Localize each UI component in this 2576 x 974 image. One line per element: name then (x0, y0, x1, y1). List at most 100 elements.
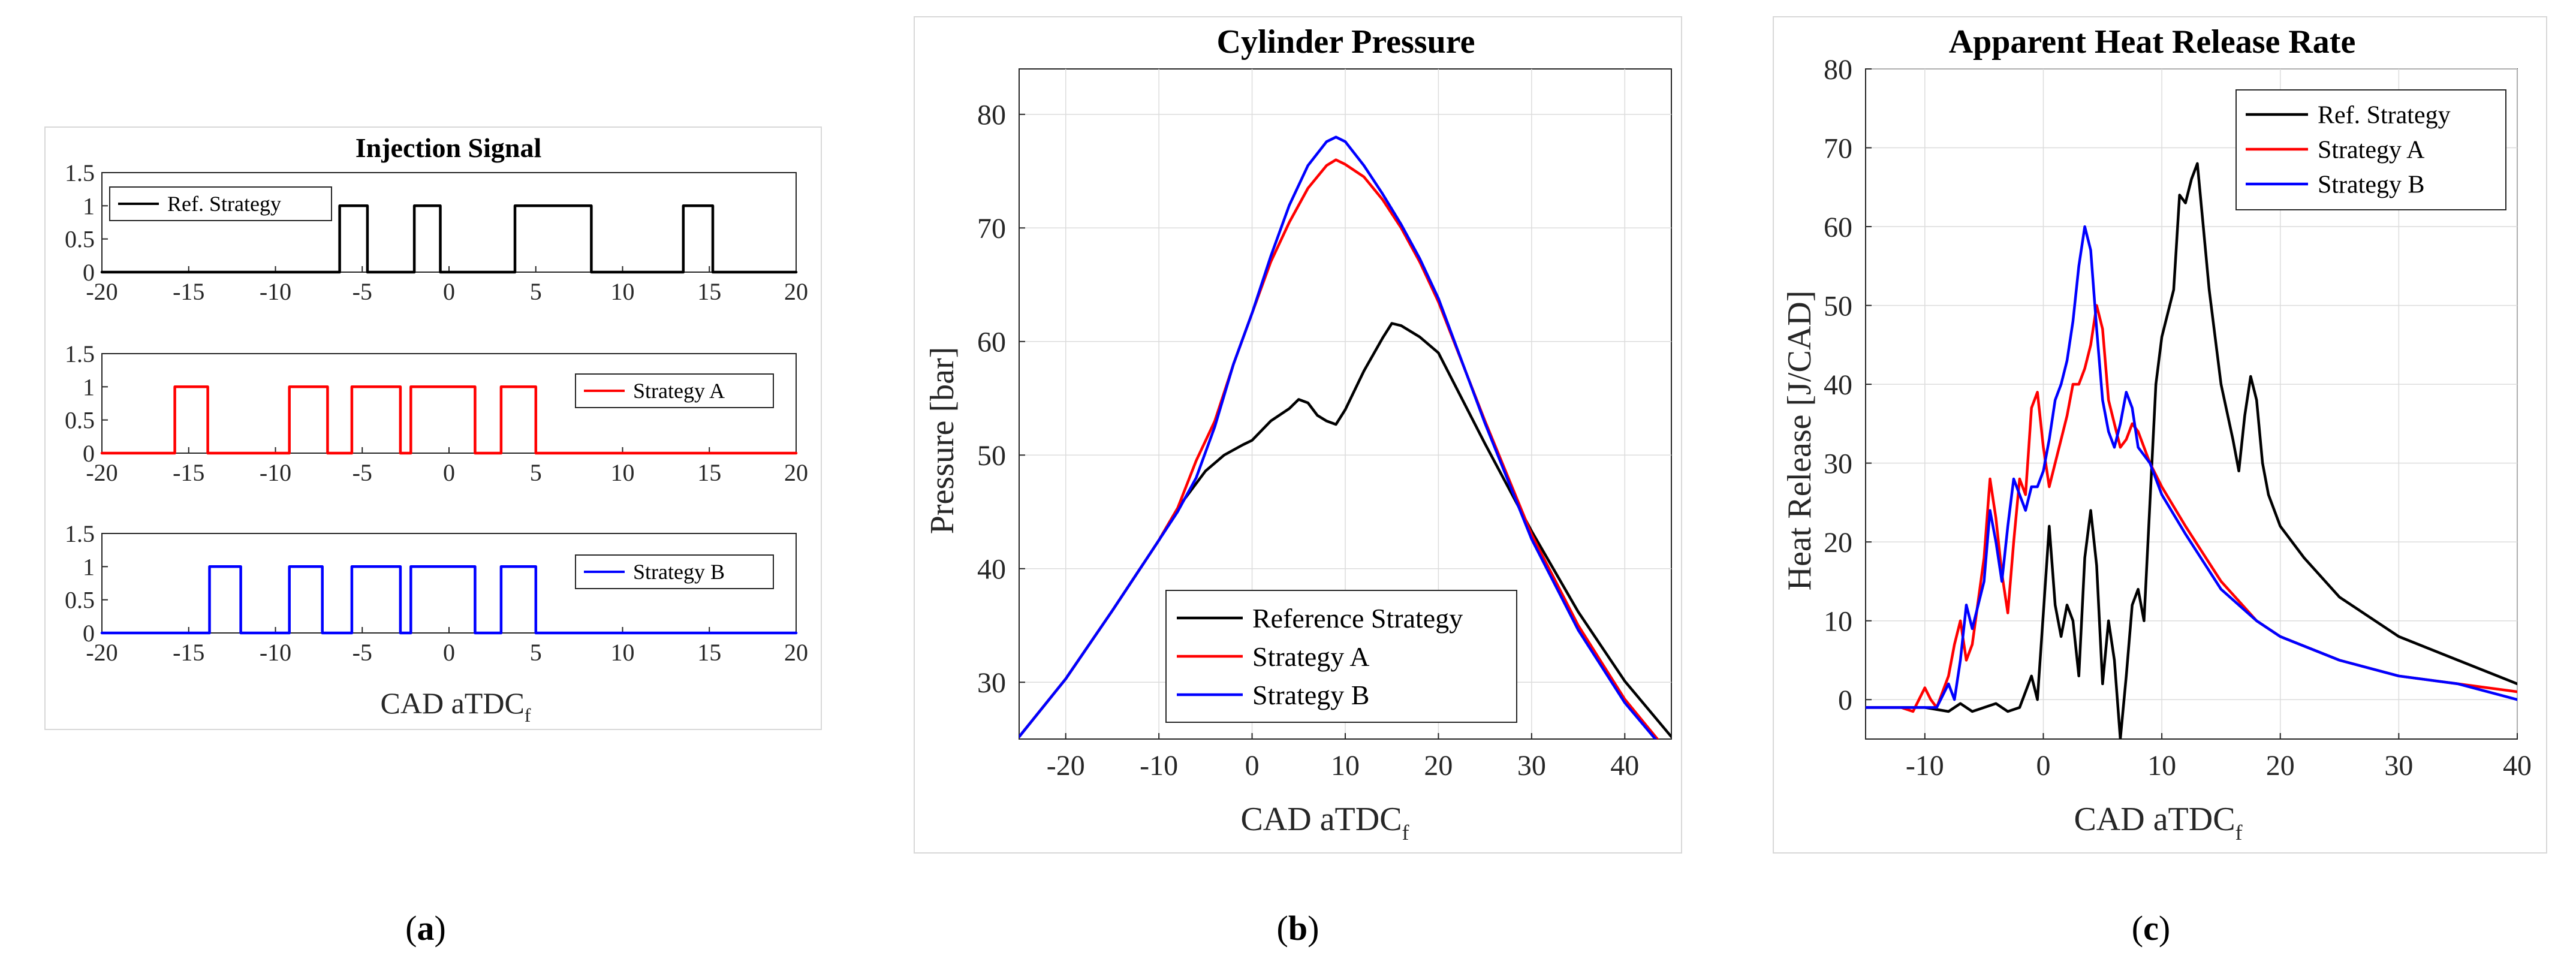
heat-release-x-tick-label: 10 (2147, 750, 2176, 782)
pressure-chart-title: Cylinder Pressure (1217, 23, 1475, 61)
heat-release-legend-label: Strategy B (2318, 171, 2424, 199)
injection-sub2-x-tick-label: 10 (611, 459, 635, 486)
heat-release-plot: -10 0 10 20 30 40 0 10 20 30 40 50 60 70 80 Ref. Strate… (1824, 54, 2532, 782)
injection-sub3-x-tick-label: -20 (86, 639, 117, 666)
heat-release-x-axis-label: CAD aTDCf (2074, 801, 2242, 845)
injection-sub2-x-tick-label: 0 (443, 459, 455, 486)
pressure-series-reference-line (1019, 322, 1671, 738)
injection-sub2-series-line (100, 385, 798, 455)
pressure-y-tick-label: 40 (977, 554, 1006, 586)
injection-sub3-x-tick-label: 5 (530, 639, 542, 666)
heat-release-series-strategy-b-line (1866, 225, 2517, 709)
injection-subplot-ref: -20 -15 -10 -5 0 5 10 15 20 0 0.5 1 1.5 Ref. Strategy (65, 159, 808, 305)
injection-sub3-x-tick-label: 20 (784, 639, 808, 666)
injection-sub3-x-tick-label: -15 (173, 639, 204, 666)
heat-release-y-tick-label: 30 (1824, 448, 1852, 480)
caption-a: (a) (405, 909, 446, 948)
heat-release-x-tick-label: 40 (2503, 750, 2532, 782)
pressure-y-tick-label: 80 (977, 99, 1006, 131)
pressure-legend-label: Reference Strategy (1252, 603, 1463, 634)
injection-sub3-y-tick-label: 1 (83, 553, 95, 580)
injection-sub3-legend-label: Strategy B (633, 560, 725, 584)
heat-release-y-tick-label: 50 (1824, 290, 1852, 322)
injection-sub3-y-tick-label: 1.5 (65, 520, 95, 547)
injection-sub1-x-tick-label: 0 (443, 278, 455, 305)
injection-sub1-legend-label: Ref. Strategy (167, 192, 281, 216)
injection-sub1-x-tick-label: -20 (86, 278, 117, 305)
injection-sub1-y-tick-label: 1 (83, 192, 95, 219)
pressure-x-axis-label: CAD aTDCf (1240, 801, 1409, 845)
cylinder-pressure-panel: Cylinder Pressure -20 -10 0 10 20 30 40 30 40 50 6… (914, 16, 1682, 854)
injection-sub3-y-tick-label: 0 (83, 620, 95, 647)
heat-release-x-tick-label: -10 (1906, 750, 1944, 782)
heat-release-x-tick-label: 30 (2384, 750, 2413, 782)
heat-release-legend-label: Ref. Strategy (2318, 102, 2451, 129)
pressure-x-tick-label: 0 (1245, 750, 1260, 782)
injection-sub1-x-tick-label: 15 (697, 278, 721, 305)
injection-sub1-y-tick-label: 0 (83, 259, 95, 286)
injection-sub1-x-tick-label: 5 (530, 278, 542, 305)
injection-sub1-x-tick-label: -5 (352, 278, 372, 305)
heat-release-y-tick-label: 20 (1824, 527, 1852, 559)
pressure-plot: -20 -10 0 10 20 30 40 30 40 50 60 70 80 Reference Str… (977, 68, 1672, 782)
pressure-y-axis-label: Pressure [bar] (924, 347, 961, 535)
pressure-series-strategy-b-line (1019, 135, 1658, 739)
injection-chart-title: Injection Signal (355, 132, 542, 163)
injection-sub2-x-tick-label: -15 (173, 459, 204, 486)
injection-sub2-y-tick-label: 0.5 (65, 407, 95, 434)
injection-sub1-x-tick-label: -15 (173, 278, 204, 305)
caption-b: (b) (1277, 909, 1319, 948)
injection-sub2-y-tick-label: 0 (83, 440, 95, 467)
injection-sub2-y-tick-label: 1.5 (65, 340, 95, 367)
pressure-y-tick-label: 60 (977, 327, 1006, 358)
injection-sub2-x-tick-label: 20 (784, 459, 808, 486)
injection-sub3-x-tick-label: 10 (611, 639, 635, 666)
injection-sub2-x-tick-label: -5 (352, 459, 372, 486)
injection-sub1-y-tick-label: 0.5 (65, 226, 95, 253)
pressure-y-tick-label: 70 (977, 213, 1006, 245)
pressure-legend-label: Strategy A (1252, 641, 1369, 672)
injection-sub2-y-tick-label: 1 (83, 373, 95, 400)
heat-release-series-ref-line (1866, 162, 2517, 739)
heat-release-y-tick-label: 70 (1824, 132, 1852, 164)
injection-sub3-x-tick-label: 15 (697, 639, 721, 666)
caption-c: (c) (2132, 909, 2170, 948)
heat-release-series-strategy-a-line (1866, 304, 2517, 713)
injection-sub3-x-tick-label: -5 (352, 639, 372, 666)
injection-x-axis-label: CAD aTDCf (381, 686, 531, 726)
injection-signal-panel: Injection Signal -20 -15 -10 -5 0 5 10 15 2000.5… (44, 126, 822, 730)
pressure-x-tick-label: -20 (1047, 750, 1085, 782)
injection-sub1-x-tick-label: 20 (784, 278, 808, 305)
injection-sub3-x-tick-label: -10 (260, 639, 291, 666)
heat-release-legend-label: Strategy A (2318, 137, 2425, 164)
injection-sub2-x-tick-label: 5 (530, 459, 542, 486)
pressure-x-tick-label: 40 (1610, 750, 1639, 782)
heat-release-x-tick-label: 20 (2266, 750, 2295, 782)
injection-subplot-a: -20 -15 -10 -5 0 5 10 15 20 0 0.5 1 1.5 Strategy A (65, 340, 808, 486)
pressure-x-tick-label: -10 (1140, 750, 1178, 782)
pressure-x-tick-label: 30 (1517, 750, 1546, 782)
injection-sub3-x-tick-label: 0 (443, 639, 455, 666)
heat-release-y-tick-label: 10 (1824, 606, 1852, 638)
pressure-x-tick-label: 20 (1424, 750, 1453, 782)
injection-sub1-y-tick-label: 1.5 (65, 159, 95, 186)
heat-release-x-tick-label: 0 (2036, 750, 2050, 782)
injection-subplot-b: -20 -15 -10 -5 0 5 10 15 20 0 0.5 1 1.5 Strategy B (65, 520, 808, 666)
injection-sub3-y-tick-label: 0.5 (65, 587, 95, 614)
heat-release-y-axis-label: Heat Release [J/CAD] (1781, 291, 1818, 591)
pressure-x-tick-label: 10 (1331, 750, 1360, 782)
injection-sub1-x-tick-label: -10 (260, 278, 291, 305)
injection-sub3-series-line (100, 565, 798, 635)
injection-sub2-x-tick-label: -10 (260, 459, 291, 486)
heat-release-y-tick-label: 60 (1824, 212, 1852, 243)
injection-sub1-x-tick-label: 10 (611, 278, 635, 305)
heat-release-y-tick-label: 40 (1824, 369, 1852, 401)
pressure-y-tick-label: 30 (977, 667, 1006, 699)
heat-release-y-tick-label: 0 (1838, 684, 1852, 716)
pressure-y-tick-label: 50 (977, 440, 1006, 472)
injection-sub2-x-tick-label: 15 (697, 459, 721, 486)
injection-sub2-x-tick-label: -20 (86, 459, 117, 486)
pressure-legend-label: Strategy B (1252, 680, 1369, 710)
injection-sub2-legend-label: Strategy A (633, 379, 725, 403)
